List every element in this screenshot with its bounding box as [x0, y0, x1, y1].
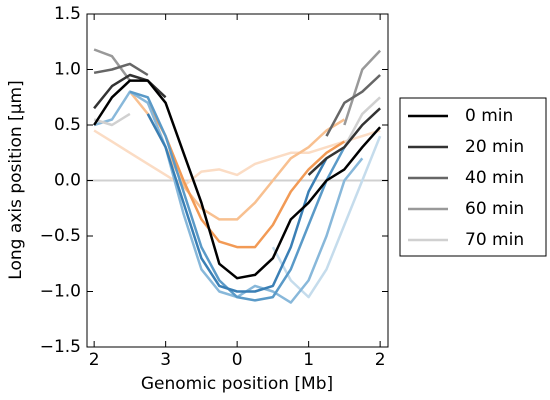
legend-label: 40 min: [465, 168, 524, 188]
y-axis-label: Long axis position [µm]: [6, 80, 26, 279]
series-line: [325, 74, 381, 137]
series-line: [271, 135, 382, 299]
y-tick-label: 1.0: [54, 60, 81, 80]
y-tick-label: −1.5: [40, 337, 81, 357]
x-tick-label: 3: [160, 350, 171, 370]
legend-label: 70 min: [465, 230, 524, 250]
legend: 0 min 20 min 40 min 60 min 70 min: [399, 97, 547, 257]
series-line: [146, 113, 328, 293]
series-line: [129, 90, 346, 302]
y-tick-label: −1.0: [40, 282, 81, 302]
y-tick-label: 1.5: [54, 4, 81, 24]
x-tick-label: 2: [375, 350, 386, 370]
series-line: [93, 79, 382, 280]
legend-label: 0 min: [465, 106, 513, 126]
series-line: [343, 96, 381, 148]
series-line: [307, 107, 381, 176]
legend-label: 60 min: [465, 199, 524, 219]
x-axis-label: Genomic position [Mb]: [141, 374, 333, 394]
x-tick-label: 0: [232, 350, 243, 370]
series-line: [93, 62, 149, 77]
series-line: [93, 112, 131, 127]
y-tick-label: 0.0: [54, 171, 81, 191]
legend-label: 20 min: [465, 137, 524, 157]
series-line: [93, 90, 364, 304]
x-tick-label: 1: [303, 350, 314, 370]
y-tick-label: 0.5: [54, 115, 81, 135]
y-tick-label: −0.5: [40, 226, 81, 246]
series-line: [146, 102, 346, 249]
series-line: [93, 48, 131, 82]
series-line: [343, 49, 382, 126]
series-line: [128, 90, 346, 221]
series-line: [93, 129, 381, 188]
x-tick-label: 2: [89, 350, 100, 370]
